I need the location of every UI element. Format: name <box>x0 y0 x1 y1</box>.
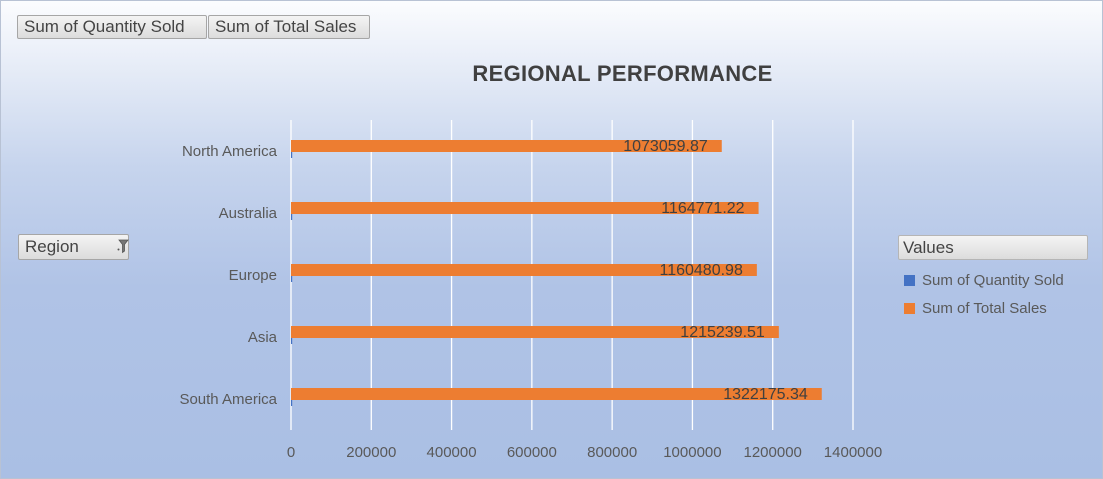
legend-values-header[interactable]: Values <box>898 235 1088 260</box>
chart-title: REGIONAL PERFORMANCE <box>472 61 773 86</box>
category-label: South America <box>179 391 277 408</box>
bar-total-sales <box>291 264 757 276</box>
legend-swatch-quantity-sold <box>904 275 915 286</box>
bar-quantity-sold <box>291 400 293 406</box>
bar-quantity-sold <box>291 214 293 220</box>
bar-quantity-sold <box>291 276 293 282</box>
legend-label-total-sales: Sum of Total Sales <box>922 300 1047 317</box>
region-field-label: Region <box>25 237 79 256</box>
category-label: North America <box>182 143 278 160</box>
data-label: 1160480.98 <box>660 262 743 279</box>
x-tick-label: 800000 <box>587 444 637 461</box>
x-tick-label: 1200000 <box>744 444 802 461</box>
x-tick-label: 1400000 <box>824 444 882 461</box>
sum-of-total-sales-field-button[interactable]: Sum of Total Sales <box>208 15 370 39</box>
x-tick-label: 400000 <box>427 444 477 461</box>
legend-label-quantity-sold: Sum of Quantity Sold <box>922 272 1064 289</box>
bar-quantity-sold <box>291 152 293 158</box>
x-tick-label: 1000000 <box>663 444 721 461</box>
sum-of-quantity-sold-field-button[interactable]: Sum of Quantity Sold <box>17 15 207 39</box>
x-tick-label: 600000 <box>507 444 557 461</box>
data-label: 1073059.87 <box>623 138 708 155</box>
category-label: Australia <box>219 205 278 222</box>
x-tick-label: 200000 <box>346 444 396 461</box>
bar-total-sales <box>291 326 779 338</box>
category-label: Asia <box>248 329 278 346</box>
bar-total-sales <box>291 140 722 152</box>
filter-funnel-icon[interactable] <box>115 238 131 254</box>
data-label: 1164771.22 <box>661 200 744 217</box>
region-field-button[interactable]: Region <box>18 234 129 260</box>
bar-total-sales <box>291 202 759 214</box>
legend-swatch-total-sales <box>904 303 915 314</box>
x-tick-label: 0 <box>287 444 295 461</box>
bar-total-sales <box>291 388 822 400</box>
data-label: 1322175.34 <box>723 386 808 403</box>
bar-quantity-sold <box>291 338 293 344</box>
category-label: Europe <box>229 267 277 284</box>
data-label: 1215239.51 <box>680 324 765 341</box>
